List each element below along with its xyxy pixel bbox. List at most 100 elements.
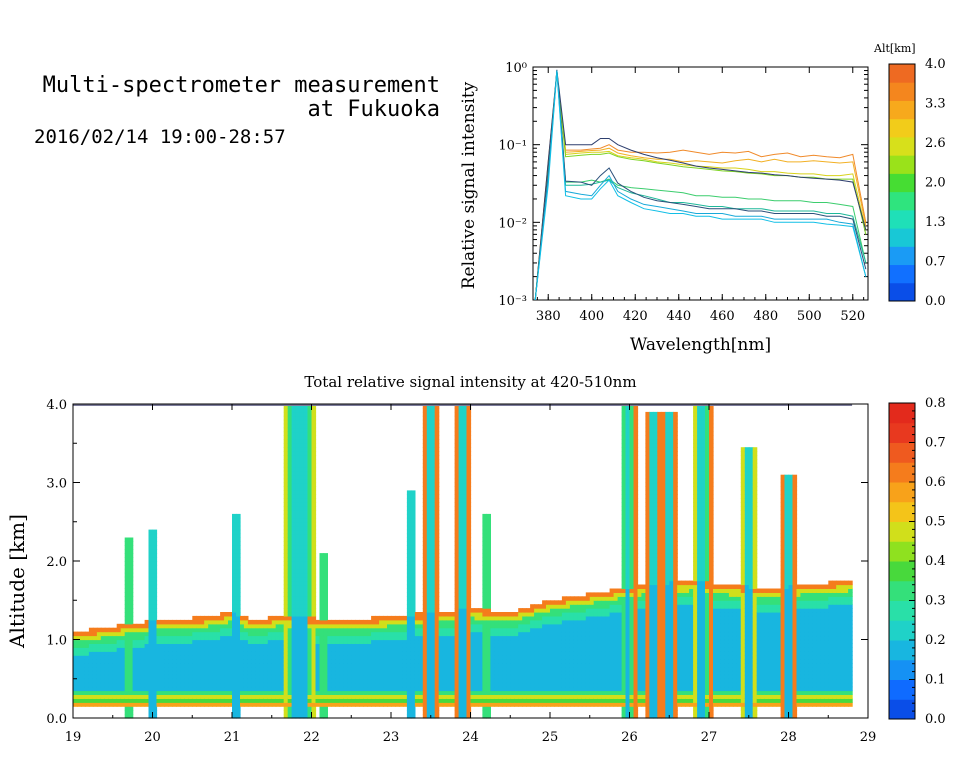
heatmap-cell [263,651,269,656]
heatmap-cell [152,561,158,566]
heatmap-cell [601,686,607,692]
heatmap-cell [291,670,297,676]
heatmap-cell [375,698,380,703]
heatmap-cell [482,623,487,629]
heatmap-cell [124,557,130,562]
heatmap-cell [621,667,627,672]
heatmap-cell [156,674,162,680]
heatmap-cell [124,698,130,703]
heatmap-cell [271,659,277,664]
heatmap-cell [406,525,412,531]
heatmap-cell [283,627,289,633]
heatmap-cell [538,690,543,695]
heatmap-cell [470,674,476,680]
heatmap-cell [92,686,98,692]
heatmap-cell [490,702,495,707]
heatmap-title: Total relative signal intensity at 420-5… [304,373,636,391]
heatmap-cell [550,651,555,656]
heatmap-cell [307,561,313,566]
heatmap-cell [228,663,233,668]
heatmap-cell [236,557,241,562]
heatmap-cell [482,655,487,660]
heatmap-cell [466,588,472,593]
heatmap-cell [426,439,432,444]
heatmap-cell [343,659,348,664]
heatmap-cell [617,659,623,664]
heatmap-cell [430,506,436,511]
heatmap-cell [168,674,173,680]
heatmap-cell [152,651,158,656]
heatmap-cell [510,612,515,617]
heatmap-cell [291,561,297,566]
heatmap-cell [311,427,317,433]
heatmap-cell [291,564,297,570]
heatmap-cell [128,702,134,707]
heatmap-cell [422,584,428,589]
heatmap-cell [291,427,297,433]
heatmap-cell [589,678,595,684]
heatmap-cell [434,451,440,456]
heatmap-cell [462,529,468,535]
heatmap-cell [299,635,305,641]
heatmap-cell [621,568,627,574]
heatmap-cell [530,639,535,644]
heatmap-cell [530,686,535,692]
heatmap-cell [299,698,305,703]
heatmap-cell [283,455,289,460]
heatmap-cell [168,667,173,672]
heatmap-cell [466,553,472,558]
heatmap-cell [621,525,627,531]
heatmap-cell [625,694,631,699]
heatmap-cell [534,623,539,629]
heatmap-cell [430,592,436,597]
heatmap-cell [391,686,396,692]
heatmap-cell [458,612,464,617]
heatmap-cell [458,682,464,688]
heatmap-cell [395,623,400,629]
heatmap-cell [406,517,412,523]
heatmap-cell [108,682,114,688]
heatmap-cell [454,561,460,566]
heatmap-cell [577,623,583,629]
heatmap-cell [287,702,293,707]
heatmap-cell [597,604,603,609]
heatmap-cell [629,549,635,554]
heatmap-cell [621,439,627,444]
heatmap-cell [462,596,468,601]
heatmap-cell [486,580,491,586]
heatmap-cell [458,564,464,570]
heatmap-cell [605,612,611,617]
heatmap-cell [295,580,301,586]
heatmap-cell [307,427,313,433]
heatmap-cell [494,702,499,707]
heatmap-cell [299,714,305,719]
heatmap-cell [466,525,472,531]
heatmap-cell [593,604,599,609]
heatmap-cell [573,596,579,601]
heatmap-cell [418,663,424,668]
heatmap-cell [88,694,94,699]
heatmap-cell [577,670,583,676]
heatmap-cell [295,525,301,531]
heatmap-cell [498,615,503,621]
heatmap-cell [255,627,261,633]
heatmap-cell [442,674,448,680]
heatmap-cell [426,498,432,503]
heatmap-cell [148,541,154,546]
heatmap-cell [255,651,261,656]
heatmap-cell [526,698,531,703]
heatmap-cell [633,710,639,715]
heatmap-cell [283,415,289,421]
heatmap-cell [283,470,289,476]
heatmap-cell [243,694,249,699]
heatmap-cell [593,635,599,641]
heatmap-cell [375,631,380,637]
heatmap-cell [112,659,118,664]
heatmap-cell [625,462,631,468]
heatmap-cell [236,663,241,668]
heatmap-cell [327,659,332,664]
heatmap-cell [120,686,126,692]
heatmap-cell [283,592,289,597]
heatmap-cell [414,678,420,684]
heatmap-cell [224,631,229,637]
